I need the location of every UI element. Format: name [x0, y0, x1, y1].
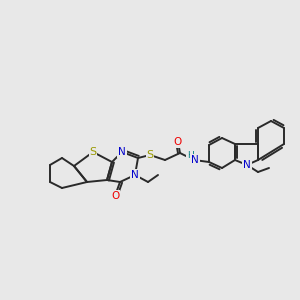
- Text: N: N: [118, 147, 126, 157]
- Text: S: S: [146, 150, 154, 160]
- Text: N: N: [131, 170, 139, 180]
- Text: N: N: [243, 160, 251, 170]
- Text: O: O: [111, 191, 119, 201]
- Text: H: H: [187, 151, 194, 160]
- Text: N: N: [191, 155, 199, 165]
- Text: S: S: [89, 147, 97, 157]
- Text: O: O: [174, 137, 182, 147]
